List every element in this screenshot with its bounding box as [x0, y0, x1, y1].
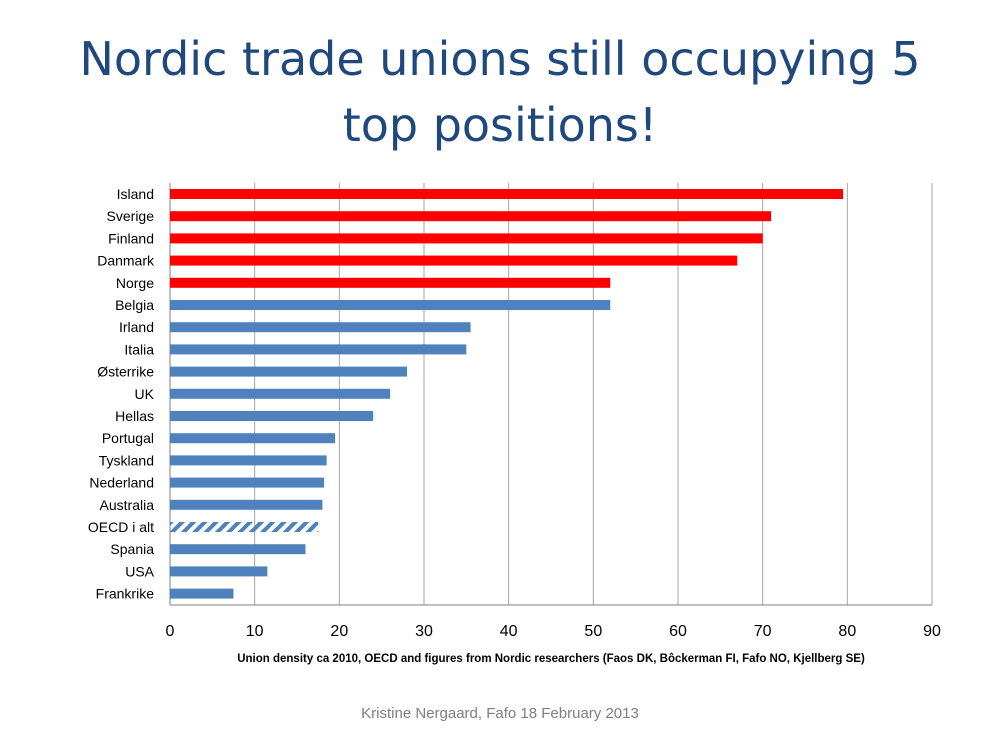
bars [170, 189, 844, 599]
category-label: Irland [119, 319, 154, 335]
category-labels: Island Sverige Finland Danmark Norge Belgia Ir… [88, 186, 155, 602]
bar [170, 588, 234, 599]
bar [170, 255, 738, 266]
bar [170, 322, 471, 333]
x-tick-label: 30 [415, 623, 433, 640]
bar [170, 366, 408, 377]
category-label: Spania [110, 541, 154, 557]
category-label: OECD i alt [88, 519, 154, 535]
bar [170, 277, 611, 288]
category-label: Australia [100, 497, 155, 513]
bar [170, 300, 611, 310]
x-tick-label: 80 [838, 623, 856, 640]
bar [170, 233, 763, 244]
x-tick-label: 50 [584, 623, 602, 640]
x-tick-label: 40 [500, 623, 518, 640]
category-label: UK [135, 386, 155, 402]
x-tick-labels: 0 10 20 30 40 50 60 70 80 90 [166, 623, 941, 640]
x-tick-label: 60 [669, 623, 687, 640]
bar [170, 522, 319, 532]
bar [170, 566, 268, 577]
x-tick-label: 90 [923, 623, 941, 640]
bar [170, 344, 467, 355]
footer-credit: Kristine Nergaard, Fafo 18 February 2013 [361, 705, 639, 722]
category-label: Portugal [102, 430, 154, 446]
bar [170, 477, 325, 488]
bar [170, 544, 306, 555]
category-label: Island [117, 186, 154, 202]
category-label: Hellas [115, 408, 154, 424]
bar [170, 388, 391, 399]
category-label: Frankrike [96, 586, 155, 602]
x-tick-label: 70 [754, 623, 772, 640]
x-tick-label: 10 [246, 623, 264, 640]
grid-lines [169, 183, 933, 606]
bar [170, 411, 374, 421]
category-label: USA [125, 563, 154, 579]
category-label: Italia [124, 341, 154, 357]
category-label: Danmark [97, 253, 155, 269]
category-label: Nederland [89, 475, 154, 491]
bar [170, 499, 323, 510]
category-label: Belgia [115, 297, 154, 313]
slide-title: Nordic trade unions still occupying 5 to… [0, 26, 1000, 158]
category-label: Finland [108, 230, 154, 246]
title-line-1: Nordic trade unions still occupying 5 [79, 32, 921, 86]
category-label: Sverige [107, 208, 155, 224]
bar [170, 189, 844, 199]
x-tick-label: 0 [166, 623, 175, 640]
bar [170, 433, 336, 444]
category-label: Norge [116, 275, 154, 291]
bar [170, 455, 327, 466]
title-line-2: top positions! [342, 98, 658, 152]
category-label: Østerrike [97, 364, 154, 380]
category-label: Tyskland [99, 452, 154, 468]
x-tick-label: 20 [330, 623, 348, 640]
x-axis-label: Union density ca 2010, OECD and figures … [237, 653, 865, 665]
bar [170, 211, 772, 222]
